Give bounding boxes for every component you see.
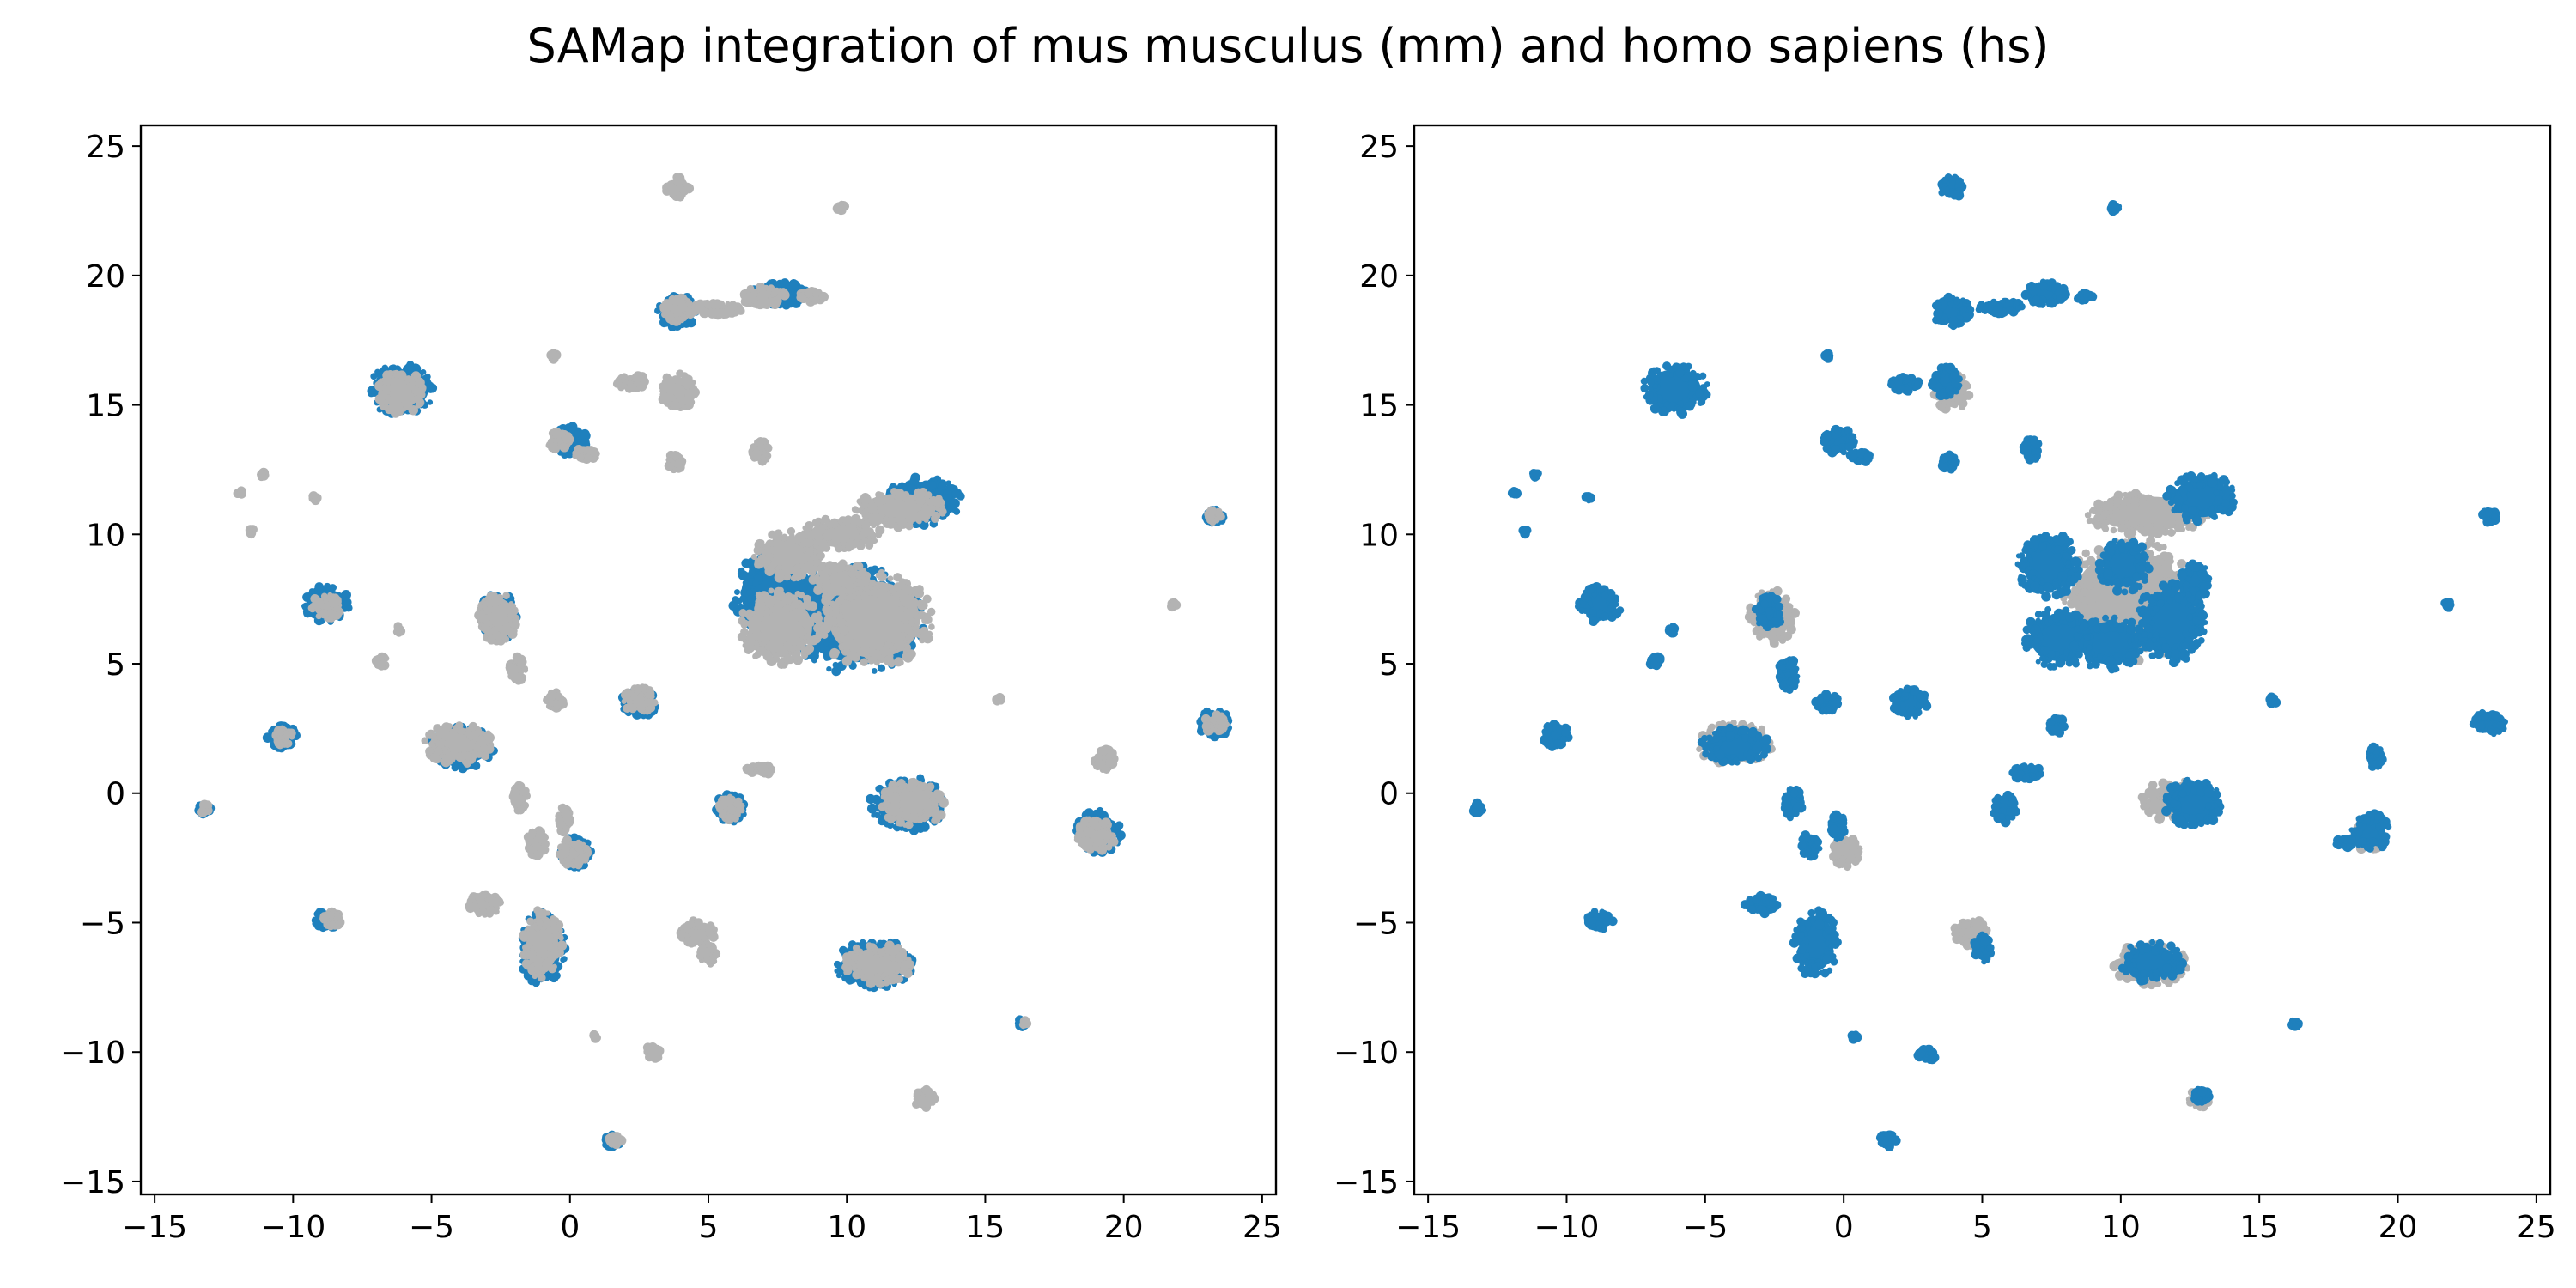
scatter-point xyxy=(427,399,434,405)
figure-title: SAMap integration of mus musculus (mm) a… xyxy=(526,19,2050,73)
scatter-point xyxy=(823,654,830,661)
scatter-point xyxy=(871,667,878,674)
scatter-point xyxy=(302,592,313,602)
scatter-point xyxy=(686,317,696,328)
plot-area xyxy=(1468,173,2509,1151)
scatter-point xyxy=(742,580,749,586)
scatter-point xyxy=(832,661,839,669)
scatter-point xyxy=(565,423,576,434)
scatter-point xyxy=(950,497,957,505)
scatter-point xyxy=(826,665,832,672)
scatter-point xyxy=(388,364,396,372)
scatter-point xyxy=(381,364,389,372)
scatter-point xyxy=(871,565,879,574)
scatter-point xyxy=(314,582,325,592)
scatter-point xyxy=(927,480,937,489)
scatter-point xyxy=(404,362,414,373)
scatter-point xyxy=(945,480,951,486)
scatter-point xyxy=(945,494,952,501)
scatter-point xyxy=(877,664,886,672)
series-gray xyxy=(1696,371,2388,1112)
scatter-point xyxy=(303,609,312,618)
scatter-point xyxy=(746,594,756,603)
plot-area xyxy=(194,173,1233,1151)
scatter-point xyxy=(749,567,756,574)
scatter-point xyxy=(580,430,591,441)
scatter-point xyxy=(811,657,817,664)
scatter-point xyxy=(733,589,740,596)
scatter-point xyxy=(951,489,960,498)
scatter-point xyxy=(787,301,794,308)
scatter-point xyxy=(909,477,917,484)
scatter-point xyxy=(368,385,377,394)
scatter-point xyxy=(308,588,315,594)
scatter-point xyxy=(946,507,953,513)
scatter-point xyxy=(574,430,580,437)
scatter-point xyxy=(374,368,381,375)
scatter-point xyxy=(370,373,378,380)
scatter-point xyxy=(832,641,840,649)
scatter-point xyxy=(787,282,793,289)
scatter-point xyxy=(426,381,434,390)
scatter-point xyxy=(424,373,431,380)
scatter-point xyxy=(782,301,789,308)
scatter-point xyxy=(2177,559,2187,569)
scatter-point xyxy=(2092,580,2099,588)
scatter-point xyxy=(2081,549,2090,558)
scatter-point xyxy=(934,488,944,496)
scatter-point xyxy=(659,318,667,326)
